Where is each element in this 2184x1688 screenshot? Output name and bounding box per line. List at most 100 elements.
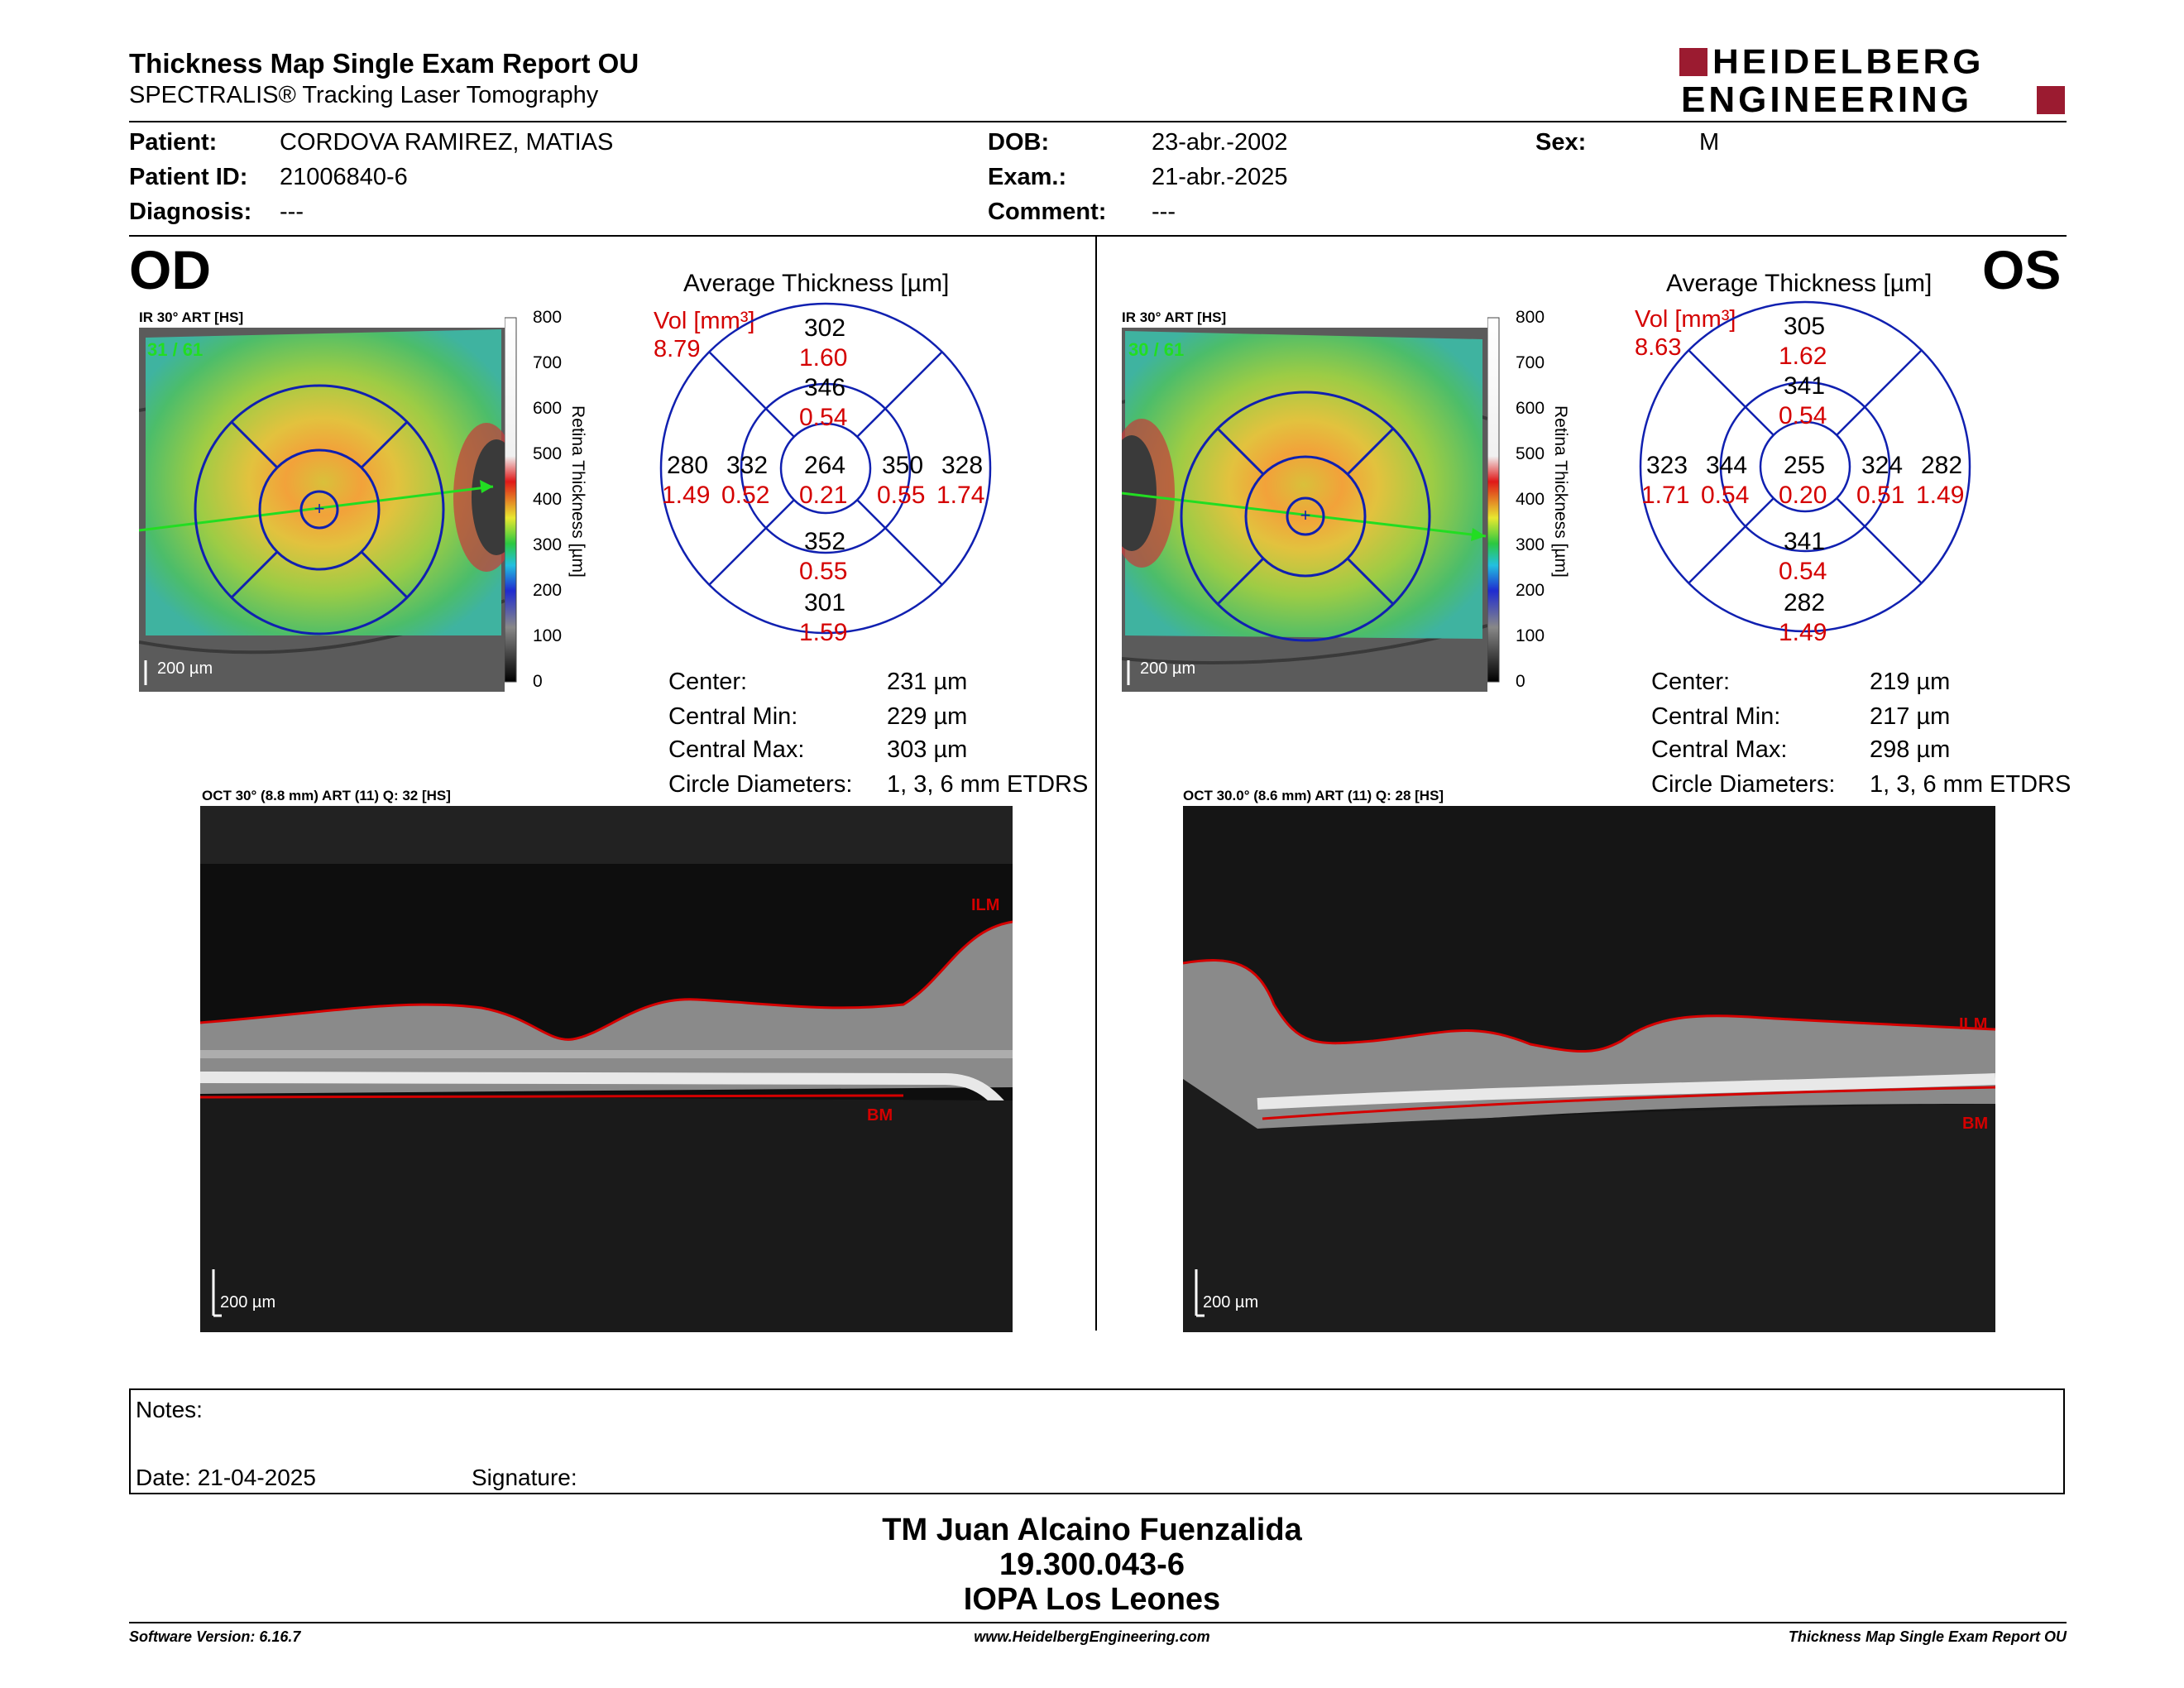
od-stat-value: 303 µm — [887, 736, 968, 763]
os-stat-label: Center: — [1651, 669, 1731, 695]
footer-software: Software Version: 6.16.7 — [129, 1628, 301, 1645]
os-scale-title: Retina Thickness [µm] — [1551, 405, 1570, 578]
od-outer-right-thickness: 328 — [941, 452, 984, 479]
os-scale-tick: 0 — [1516, 672, 1525, 691]
sex-value: M — [1699, 129, 1720, 156]
diagnosis-value: --- — [280, 199, 304, 225]
os-scale-tick: 400 — [1516, 490, 1545, 509]
od-inner-left-thickness: 332 — [726, 452, 769, 479]
od-vol-total: 8.79 — [654, 336, 701, 362]
od-outer-left-thickness: 280 — [667, 452, 709, 479]
os-scale-tick: 200 — [1516, 581, 1545, 600]
os-scale-tick: 100 — [1516, 626, 1545, 645]
od-inner-right-volume: 0.55 — [877, 482, 926, 509]
od-outer-bottom-thickness: 301 — [804, 589, 846, 616]
od-scale-tick: 500 — [533, 444, 563, 463]
od-stat-value: 229 µm — [887, 703, 968, 730]
patient-id-label: Patient ID: — [129, 164, 248, 190]
dob-label: DOB: — [988, 129, 1050, 156]
os-stat-value: 217 µm — [1870, 703, 1951, 730]
od-avg-title: Average Thickness [µm] — [683, 270, 950, 297]
os-thickness-map: + 30 / 61 200 µm — [1107, 328, 1488, 692]
svg-text:+: + — [1300, 505, 1311, 525]
eye-divider — [1095, 237, 1097, 1331]
signer-name: TM Juan Alcaino Fuenzalida — [882, 1513, 1302, 1547]
od-scale-title: Retina Thickness [µm] — [568, 405, 587, 578]
date-label: Date: 21-04-2025 — [136, 1465, 316, 1490]
heidelberg-logo: HEIDELBERG ENGINEERING — [1679, 42, 2065, 120]
os-inner-right-volume: 0.51 — [1856, 482, 1905, 509]
od-stat-label: Circle Diameters: — [668, 771, 853, 798]
od-outer-bottom-volume: 1.59 — [799, 619, 848, 646]
od-center-volume: 0.21 — [799, 482, 848, 509]
od-etdrs-grid — [659, 301, 993, 635]
os-ir-count: 30 / 61 — [1128, 339, 1184, 360]
od-outer-top-thickness: 302 — [804, 314, 846, 342]
os-ir-scale: 200 µm — [1140, 659, 1195, 678]
os-bm-label: BM — [1962, 1115, 1988, 1133]
od-ir-count: 31 / 61 — [147, 339, 203, 360]
os-center-volume: 0.20 — [1779, 482, 1827, 509]
od-color-scale — [504, 314, 604, 687]
os-inner-left-volume: 0.54 — [1701, 482, 1750, 509]
sex-label: Sex: — [1535, 129, 1587, 156]
os-stat-label: Central Min: — [1651, 703, 1781, 730]
os-stat-value: 298 µm — [1870, 736, 1951, 763]
od-scale-tick: 300 — [533, 535, 563, 554]
od-stat-label: Central Min: — [668, 703, 798, 730]
od-inner-bottom-thickness: 352 — [804, 528, 846, 555]
report-subtitle: SPECTRALIS® Tracking Laser Tomography — [129, 82, 599, 108]
footer-website[interactable]: www.HeidelbergEngineering.com — [974, 1628, 1210, 1645]
os-oct-scale: 200 µm — [1203, 1293, 1258, 1312]
os-ilm-label: ILM — [1959, 1015, 1987, 1033]
os-outer-right-thickness: 282 — [1921, 452, 1963, 479]
od-inner-left-volume: 0.52 — [721, 482, 770, 509]
od-scale-tick: 100 — [533, 626, 563, 645]
os-scale-tick: 300 — [1516, 535, 1545, 554]
dob-value: 23-abr.-2002 — [1152, 129, 1288, 156]
od-oct-scan: ILM BM 200 µm — [199, 806, 1018, 1332]
od-outer-top-volume: 1.60 — [799, 344, 848, 372]
svg-text:+: + — [314, 498, 325, 519]
os-inner-bottom-volume: 0.54 — [1779, 558, 1827, 585]
od-scale-tick: 200 — [533, 581, 563, 600]
signer-id: 19.300.043-6 — [999, 1547, 1185, 1582]
os-scale-tick: 700 — [1516, 353, 1545, 372]
od-ir-label: IR 30° ART [HS] — [139, 309, 244, 325]
od-center-thickness: 264 — [804, 452, 846, 479]
os-vol-total: 8.63 — [1635, 334, 1682, 361]
footer-report: Thickness Map Single Exam Report OU — [1788, 1628, 2067, 1645]
od-ir-scale: 200 µm — [157, 659, 213, 678]
os-etdrs-grid — [1638, 300, 1972, 634]
od-outer-right-volume: 1.74 — [936, 482, 985, 509]
od-outer-left-volume: 1.49 — [662, 482, 711, 509]
os-stat-label: Circle Diameters: — [1651, 771, 1836, 798]
od-inner-top-thickness: 346 — [804, 374, 846, 401]
os-stat-value: 219 µm — [1870, 669, 1951, 695]
os-center-thickness: 255 — [1784, 452, 1826, 479]
os-inner-bottom-thickness: 341 — [1784, 528, 1826, 555]
comment-label: Comment: — [988, 199, 1107, 225]
od-scale-tick: 400 — [533, 490, 563, 509]
od-stat-label: Central Max: — [668, 736, 805, 763]
os-outer-right-volume: 1.49 — [1916, 482, 1965, 509]
od-scale-tick: 600 — [533, 399, 563, 418]
patient-name: CORDOVA RAMIREZ, MATIAS — [280, 129, 614, 156]
os-inner-right-thickness: 324 — [1861, 452, 1904, 479]
os-scale-tick: 600 — [1516, 399, 1545, 418]
os-outer-top-thickness: 305 — [1784, 313, 1826, 340]
report-title: Thickness Map Single Exam Report OU — [129, 48, 639, 79]
od-stat-label: Center: — [668, 669, 748, 695]
os-stat-label: Central Max: — [1651, 736, 1788, 763]
signer-clinic: IOPA Los Leones — [963, 1582, 1221, 1617]
od-oct-label: OCT 30° (8.8 mm) ART (11) Q: 32 [HS] — [202, 788, 451, 803]
os-outer-left-volume: 1.71 — [1641, 482, 1690, 509]
od-scale-tick: 0 — [533, 672, 543, 691]
od-oct-scale: 200 µm — [220, 1293, 275, 1312]
os-outer-bottom-volume: 1.49 — [1779, 619, 1827, 646]
os-inner-top-volume: 0.54 — [1779, 402, 1827, 429]
od-stat-value: 1, 3, 6 mm ETDRS — [887, 771, 1089, 798]
os-avg-title: Average Thickness [µm] — [1666, 270, 1933, 297]
notes-box[interactable] — [129, 1388, 2065, 1494]
od-inner-bottom-volume: 0.55 — [799, 558, 848, 585]
